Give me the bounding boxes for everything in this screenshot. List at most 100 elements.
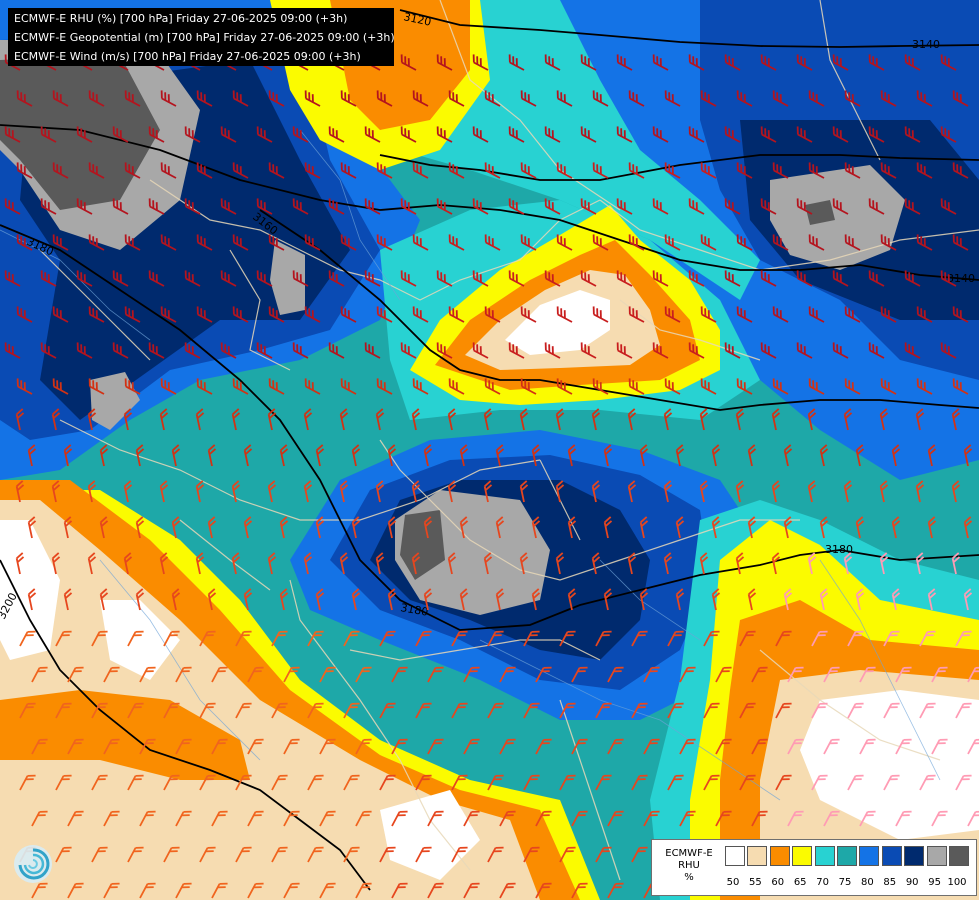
wind-barb	[231, 480, 241, 503]
wind-barb	[319, 882, 336, 899]
wind-barb	[171, 516, 181, 539]
wind-barb	[31, 738, 48, 755]
wind-barb	[883, 702, 900, 719]
wind-barb	[448, 306, 465, 323]
wind-barb	[99, 444, 109, 467]
wind-barb	[487, 774, 504, 791]
wind-barb	[412, 162, 429, 179]
wind-barb	[663, 480, 673, 503]
wind-barb	[436, 126, 453, 143]
wind-barb	[247, 810, 264, 827]
wind-barb	[603, 516, 613, 539]
wind-barb	[880, 162, 897, 179]
wind-barb	[52, 306, 69, 323]
wind-barb	[580, 342, 597, 359]
wind-barb	[27, 444, 37, 467]
wind-barb	[559, 630, 576, 647]
legend-swatch	[814, 846, 835, 866]
wind-barb	[232, 306, 249, 323]
wind-barb	[31, 882, 48, 899]
wind-barb	[427, 882, 444, 899]
wind-barb	[163, 846, 180, 863]
wind-barb	[927, 444, 937, 467]
wind-barb	[796, 54, 813, 71]
wind-barb	[127, 630, 144, 647]
wind-barb	[387, 444, 397, 467]
wind-barb	[724, 342, 741, 359]
wind-barb	[715, 738, 732, 755]
wind-barb	[124, 234, 141, 251]
rhu-zone-95-ne	[770, 165, 905, 270]
wind-barb	[483, 480, 493, 503]
wind-barb	[63, 516, 73, 539]
wind-barb	[916, 234, 933, 251]
wind-barb	[235, 846, 252, 863]
wind-barb	[67, 882, 84, 899]
wind-barb	[163, 774, 180, 791]
wind-barb	[559, 702, 576, 719]
wind-barb	[171, 588, 181, 611]
contour-label: 3120	[402, 10, 432, 29]
wind-barb	[556, 162, 573, 179]
wind-barb	[124, 306, 141, 323]
wind-barb	[159, 480, 169, 503]
wind-barb	[99, 516, 109, 539]
wind-barb	[535, 738, 552, 755]
wind-barb	[868, 270, 885, 287]
wind-barb	[891, 588, 901, 611]
wind-barb	[592, 90, 609, 107]
wind-barb	[267, 408, 277, 431]
wind-barb	[631, 846, 648, 863]
wind-barb	[376, 90, 393, 107]
wind-barb	[688, 342, 705, 359]
wind-barb	[627, 408, 637, 431]
wind-barb	[895, 666, 912, 683]
wind-barb	[463, 666, 480, 683]
wind-barb	[303, 480, 313, 503]
wind-barb	[808, 378, 825, 395]
legend-swatch	[769, 846, 790, 866]
wind-barb	[40, 270, 57, 287]
contour-label: 3180	[399, 601, 429, 619]
wind-barb	[411, 408, 421, 431]
wind-barb	[160, 90, 177, 107]
wind-barb	[711, 588, 721, 611]
wind-barb	[952, 306, 969, 323]
wind-barb	[328, 270, 345, 287]
wind-barb	[340, 162, 357, 179]
rhu-zone-50-se	[800, 690, 979, 840]
wind-barb	[199, 702, 216, 719]
wind-barb	[256, 270, 273, 287]
wind-barb	[628, 378, 645, 395]
wind-barb	[16, 162, 33, 179]
wind-barb	[483, 552, 493, 575]
wind-barb	[103, 882, 120, 899]
wind-barb	[123, 408, 133, 431]
wind-barb	[184, 198, 201, 215]
wind-barb	[927, 516, 937, 539]
wind-barb	[771, 480, 781, 503]
wind-barb	[268, 234, 285, 251]
wind-barb	[952, 234, 969, 251]
wind-barb	[148, 342, 165, 359]
wind-barb	[247, 738, 264, 755]
wind-barb	[459, 444, 469, 467]
wind-barb	[628, 306, 645, 323]
wind-barb	[819, 516, 829, 539]
wind-barb	[195, 408, 205, 431]
rivers	[0, 129, 941, 801]
wind-barb	[319, 738, 336, 755]
wind-barb	[139, 738, 156, 755]
wind-barb	[196, 162, 213, 179]
wind-barb	[55, 774, 72, 791]
wind-barb	[607, 666, 624, 683]
legend-swatch	[904, 846, 925, 866]
wind-barb	[87, 480, 97, 503]
legend-swatch	[837, 846, 857, 866]
wind-barb	[811, 630, 828, 647]
wind-barb	[556, 378, 573, 395]
wind-barb	[243, 444, 253, 467]
legend-tick-label: 85	[883, 877, 897, 888]
wind-barb	[531, 516, 541, 539]
legend-swatch	[792, 846, 813, 866]
